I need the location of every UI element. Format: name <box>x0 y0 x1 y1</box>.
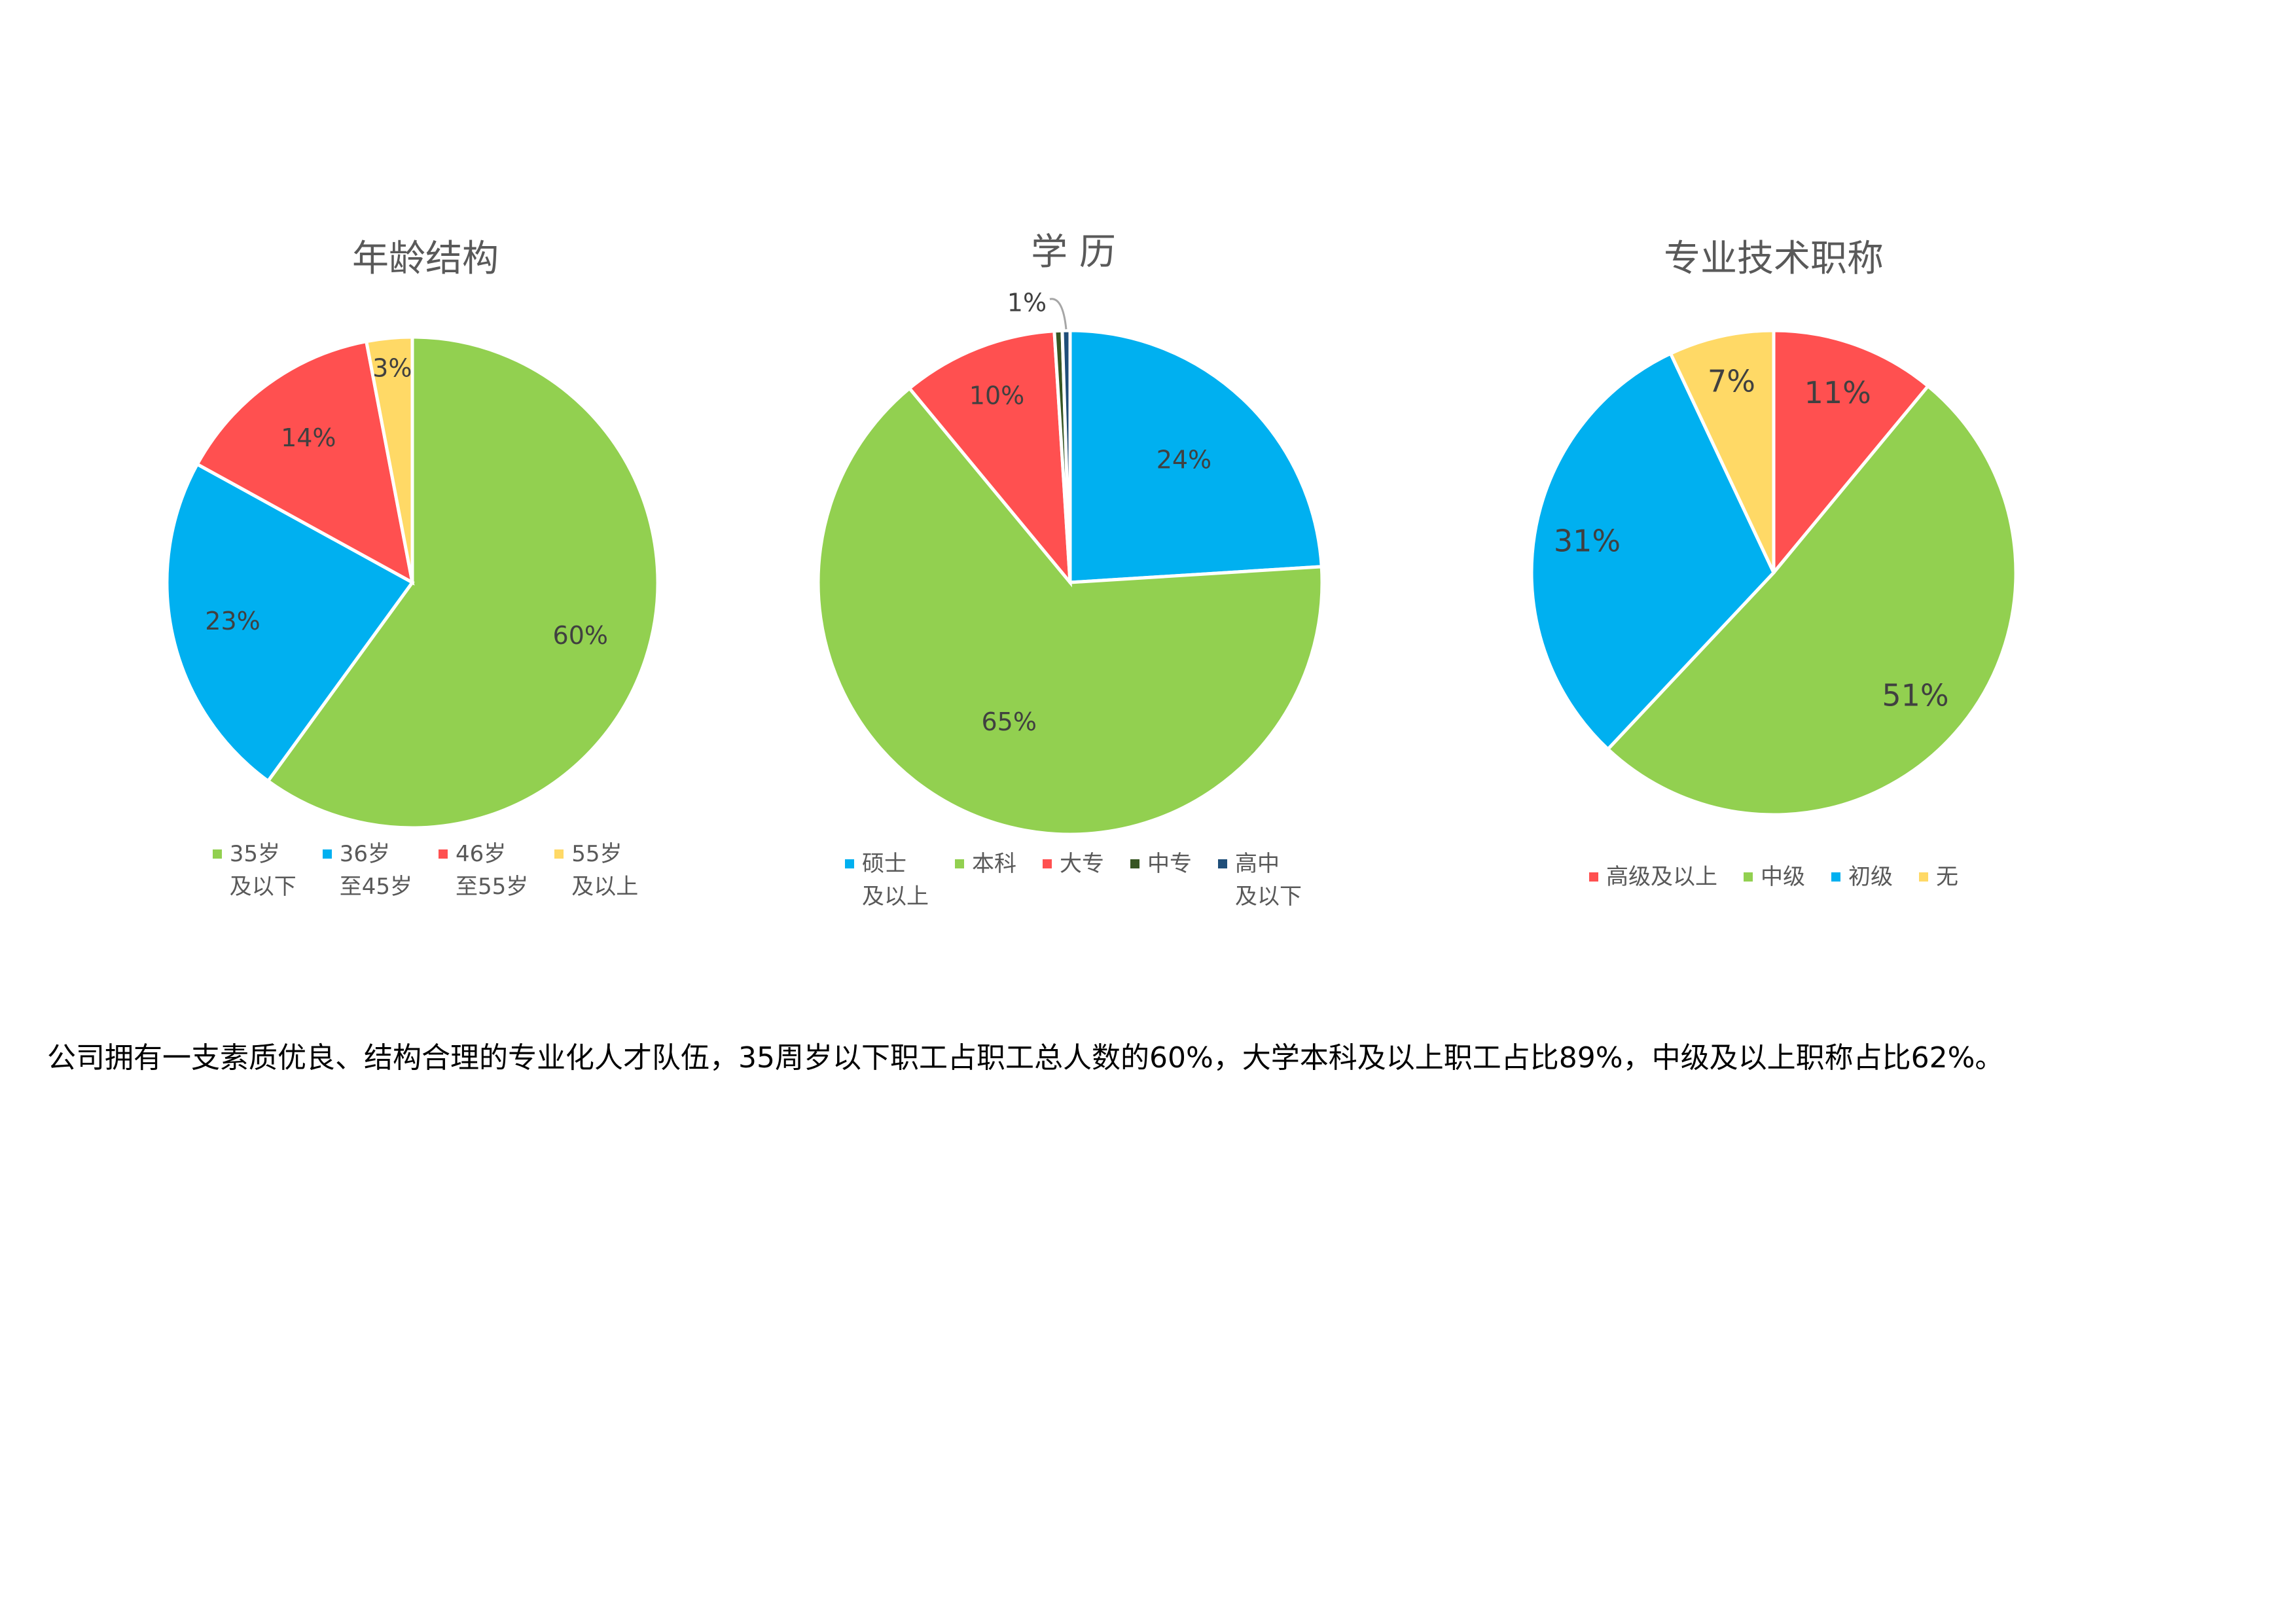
pie-slice <box>1530 351 1776 752</box>
legend-swatch <box>1919 872 1928 882</box>
legend-item: 中专 <box>1130 847 1192 913</box>
chart-title: 年龄结构 <box>352 238 499 280</box>
data-label: 51% <box>1882 677 1948 713</box>
legend-swatch <box>955 859 964 868</box>
data-label: 31% <box>1554 523 1621 558</box>
pie-slice <box>1772 329 1931 577</box>
professional-title-chart: 专业技术职称 11% 51% 31% 7% 高级及以上 中级 初级 无 <box>1440 216 2108 955</box>
legend-item: 高中 及以下 <box>1218 847 1302 913</box>
chart-legend: 35岁 及以下 36岁 至45岁 46岁 至55岁 55岁 及以上 <box>92 838 759 903</box>
pie-slice <box>194 339 415 586</box>
legend-item: 硕士 及以上 <box>845 847 929 913</box>
data-label: 1% <box>1007 289 1047 317</box>
legend-swatch <box>1589 872 1598 882</box>
leader-line <box>1049 298 1067 330</box>
legend-label: 本科 <box>972 851 1016 877</box>
data-label: 65% <box>981 707 1036 736</box>
legend-item: 中级 <box>1744 861 1805 893</box>
legend-swatch <box>554 849 564 859</box>
legend-label: 大专 <box>1060 851 1104 877</box>
data-label: 3% <box>372 354 412 383</box>
pie-slice <box>907 329 1072 588</box>
legend-item: 初级 <box>1831 861 1893 893</box>
data-label: 10% <box>969 382 1024 410</box>
legend-label: 硕士 及以上 <box>862 851 929 910</box>
legend-swatch <box>1744 872 1753 882</box>
legend-swatch <box>439 849 448 859</box>
legend-swatch <box>1831 872 1840 882</box>
legend-label: 无 <box>1936 864 1958 890</box>
pie-slice <box>1068 329 1323 584</box>
pie-slice <box>1060 329 1072 583</box>
legend-label: 36岁 至45岁 <box>339 841 412 900</box>
pie-svg: 11% 51% 31% 7% <box>1530 329 2018 817</box>
legend-item: 55岁 及以上 <box>554 838 638 903</box>
pie-slice <box>1605 383 2018 817</box>
legend-item: 46岁 至55岁 <box>439 838 528 903</box>
pie-slice <box>1668 329 1776 574</box>
data-label: 24% <box>1157 445 1211 474</box>
legend-item: 大专 <box>1043 847 1104 913</box>
legend-label: 55岁 及以上 <box>571 841 639 900</box>
data-label: 14% <box>281 423 336 452</box>
legend-label: 中专 <box>1147 851 1192 877</box>
legend-label: 高中 及以下 <box>1235 851 1302 910</box>
legend-label: 35岁 及以下 <box>229 841 296 900</box>
legend-swatch <box>212 849 222 859</box>
data-label: 23% <box>205 607 260 635</box>
pie-slice <box>816 385 1324 836</box>
legend-item: 本科 <box>955 847 1016 913</box>
data-label: 7% <box>1708 364 1755 399</box>
data-label: 11% <box>1804 375 1871 410</box>
legend-item: 无 <box>1919 861 1958 893</box>
legend-swatch <box>1218 859 1227 868</box>
legend-swatch <box>1043 859 1052 868</box>
legend-label: 46岁 至55岁 <box>456 841 529 900</box>
legend-swatch <box>845 859 854 868</box>
legend-label: 高级及以上 <box>1606 864 1717 890</box>
education-chart: 学 历 24% 65% 10% 1% 硕士 及以上 本科 大专 中专 高中 及以下 <box>740 216 1407 955</box>
chart-legend: 硕士 及以上 本科 大专 中专 高中 及以下 <box>740 847 1407 913</box>
chart-legend: 高级及以上 中级 初级 无 <box>1440 861 2108 893</box>
legend-label: 中级 <box>1761 864 1805 890</box>
pie-slice <box>364 335 414 583</box>
legend-item: 36岁 至45岁 <box>322 838 412 903</box>
summary-text: 公司拥有一支素质优良、结构合理的专业化人才队伍，35周岁以下职工占职工总人数的6… <box>47 1041 2004 1075</box>
pie-slice <box>165 461 415 783</box>
pie-svg: 60% 23% 14% 3% <box>165 335 660 830</box>
chart-title: 专业技术职称 <box>1664 238 1884 280</box>
legend-item: 高级及以上 <box>1589 861 1717 893</box>
legend-item: 35岁 及以下 <box>212 838 296 903</box>
data-label: 60% <box>553 621 608 650</box>
age-structure-chart: 年龄结构 60% 23% 14% 3% 35岁 及以下 36岁 至45岁 46岁 至55岁… <box>92 216 759 955</box>
legend-label: 初级 <box>1848 864 1893 890</box>
legend-swatch <box>322 849 332 859</box>
chart-title: 学 历 <box>1031 231 1116 274</box>
pie-slice <box>266 335 660 830</box>
legend-swatch <box>1130 859 1139 868</box>
pie-svg: 24% 65% 10% 1% <box>816 289 1324 836</box>
